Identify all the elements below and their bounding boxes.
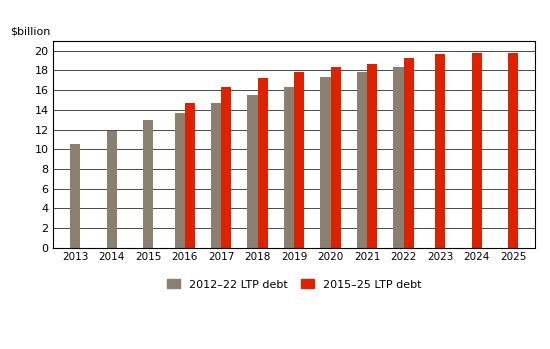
- Bar: [435, 54, 446, 248]
- Bar: [258, 78, 268, 248]
- Bar: [321, 77, 331, 248]
- Bar: [471, 53, 482, 248]
- Legend: 2012–22 LTP debt, 2015–25 LTP debt: 2012–22 LTP debt, 2015–25 LTP debt: [162, 275, 426, 294]
- Bar: [367, 64, 377, 248]
- Bar: [221, 87, 232, 248]
- Bar: [284, 87, 294, 248]
- Bar: [143, 120, 153, 248]
- Bar: [185, 103, 195, 248]
- Bar: [294, 72, 304, 248]
- Bar: [70, 144, 80, 248]
- Bar: [331, 67, 341, 248]
- Text: $billion: $billion: [10, 27, 51, 37]
- Bar: [393, 67, 404, 248]
- Bar: [211, 103, 221, 248]
- Bar: [404, 58, 414, 248]
- Bar: [508, 53, 518, 248]
- Bar: [357, 72, 367, 248]
- Bar: [174, 113, 185, 248]
- Bar: [248, 95, 258, 248]
- Bar: [107, 131, 117, 248]
